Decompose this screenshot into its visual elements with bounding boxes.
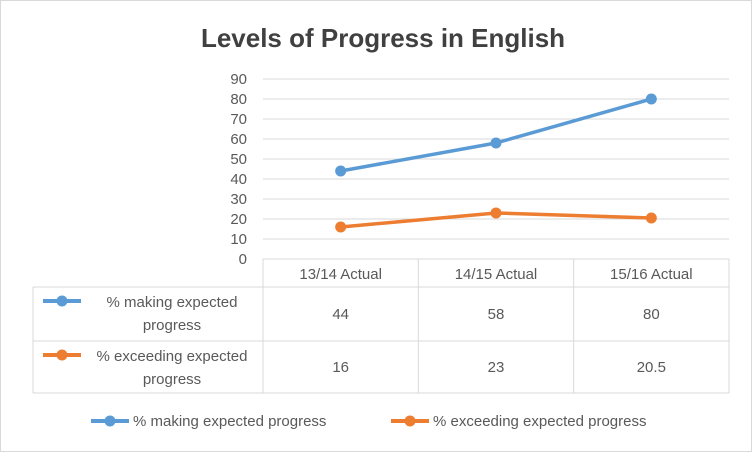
data-table: 13/14 Actual 14/15 Actual 15/16 Actual % ma…	[32, 258, 730, 394]
legend-label: % making expected progress	[133, 413, 326, 430]
table-series-label: % making expected	[107, 294, 238, 311]
table-value: 16	[332, 359, 349, 376]
y-tick-label: 30	[230, 191, 247, 208]
y-tick-label: 40	[230, 171, 247, 188]
series-point	[490, 137, 502, 149]
series-lines	[335, 93, 657, 233]
table-value: 23	[488, 359, 505, 376]
table-value: 58	[488, 306, 505, 323]
y-tick-label: 70	[230, 111, 247, 128]
y-tick-label: 90	[230, 71, 247, 88]
series-point	[335, 165, 347, 177]
table-value: 44	[332, 306, 349, 323]
table-series-label: progress	[143, 371, 201, 388]
legend-label: % exceeding expected progress	[433, 413, 646, 430]
y-tick-label: 10	[230, 231, 247, 248]
y-tick-label: 60	[230, 131, 247, 148]
y-axis-ticks: 0 10 20 30 40 50 60 70 80 90	[230, 71, 247, 268]
table-value: 80	[643, 306, 660, 323]
y-tick-label: 0	[239, 251, 247, 268]
legend-key-marker	[104, 415, 116, 427]
series-line	[338, 97, 654, 173]
table-series-label: progress	[143, 317, 201, 334]
series-point	[335, 221, 347, 233]
table-legend-key-marker	[56, 295, 68, 307]
category-label: 14/15 Actual	[455, 266, 538, 283]
legend-key-marker	[404, 415, 416, 427]
series-point	[490, 207, 502, 219]
category-label: 15/16 Actual	[610, 266, 693, 283]
table-legend-key-marker	[56, 349, 68, 361]
y-tick-label: 20	[230, 211, 247, 228]
series-point	[645, 212, 657, 224]
y-tick-label: 80	[230, 91, 247, 108]
y-tick-label: 50	[230, 151, 247, 168]
table-value: 20.5	[637, 359, 666, 376]
legend: % making expected progress % exceeding ex…	[91, 413, 646, 430]
chart-title: Levels of Progress in English	[201, 23, 565, 53]
category-label: 13/14 Actual	[299, 266, 382, 283]
series-point	[645, 93, 657, 105]
table-series-label: % exceeding expected	[97, 348, 248, 365]
